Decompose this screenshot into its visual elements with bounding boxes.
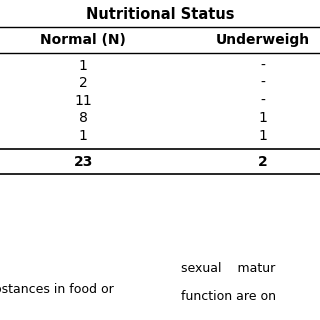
Text: 11: 11 xyxy=(74,94,92,108)
Text: ostances in food or: ostances in food or xyxy=(0,283,113,296)
Text: Underweigh: Underweigh xyxy=(215,33,309,47)
Text: Normal (N): Normal (N) xyxy=(40,33,126,47)
Text: function are on: function are on xyxy=(181,290,276,302)
Text: 1: 1 xyxy=(79,59,88,73)
Text: 2: 2 xyxy=(79,76,88,90)
Text: 1: 1 xyxy=(79,129,88,143)
Text: 2: 2 xyxy=(258,155,267,169)
Text: Nutritional Status: Nutritional Status xyxy=(86,7,234,22)
Text: 1: 1 xyxy=(258,111,267,125)
Text: -: - xyxy=(260,59,265,73)
Text: sexual    matur: sexual matur xyxy=(181,262,275,275)
Text: -: - xyxy=(260,76,265,90)
Text: 8: 8 xyxy=(79,111,88,125)
Text: -: - xyxy=(260,94,265,108)
Text: 23: 23 xyxy=(74,155,93,169)
Text: 1: 1 xyxy=(258,129,267,143)
